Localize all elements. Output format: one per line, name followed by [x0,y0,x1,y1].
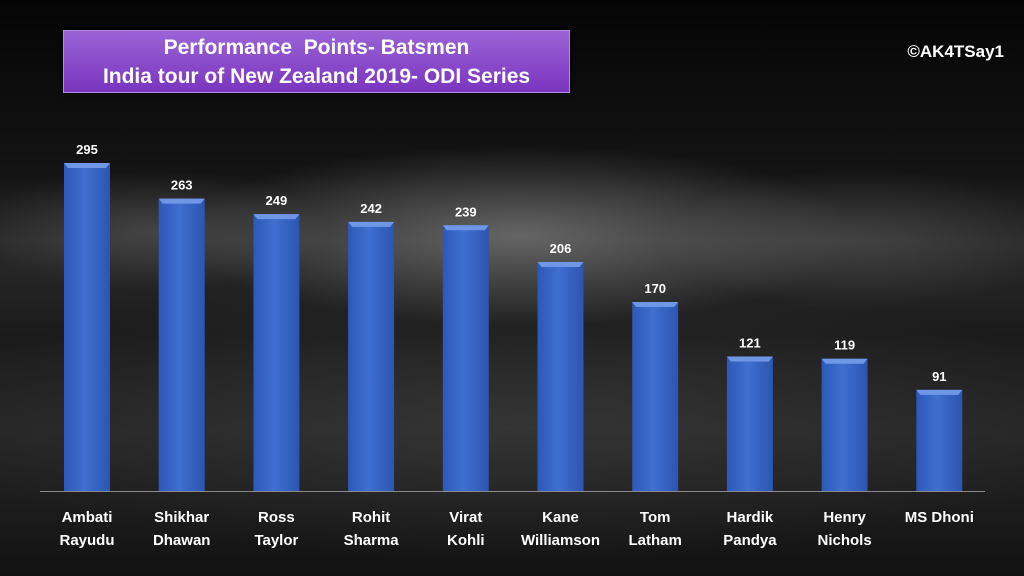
bar [64,163,110,491]
category-tick-label: Pandya [723,532,777,549]
bar [442,225,489,491]
category-tick-label: Ambati [62,509,113,526]
bar-top-bevel [916,389,963,395]
bar-value-label: 91 [932,369,946,384]
bar-top-bevel [158,198,205,204]
bar-value-label: 239 [455,204,477,219]
bar-value-label: 295 [76,142,98,157]
category-tick-label: Rayudu [59,532,114,549]
category-tick-label: Williamson [521,532,600,549]
category-tick-label: Ross [258,509,295,526]
bar-group: 263 Shikhar Dhawan [153,178,211,549]
bar-value-label: 170 [644,281,666,296]
chart-title-line-1: Performance Points- Batsmen [163,35,470,59]
bar-top-bevel [726,356,773,362]
bar [726,356,773,491]
bar-top-bevel [442,225,489,231]
bar-group: 295 Ambati Rayudu [59,142,114,549]
bar-group: 121 Hardik Pandya [723,335,777,549]
bar [158,198,205,492]
bar-value-label: 263 [171,178,193,193]
category-tick-label: Kohli [447,532,485,549]
category-tick-label: Latham [629,532,682,549]
bar-top-bevel [632,301,679,307]
category-tick-label: Henry [823,509,866,526]
category-tick-label: Nichols [818,532,872,549]
bar [632,301,679,491]
bar-top-bevel [821,358,868,364]
bar-group: 206 Kane Williamson [521,241,600,549]
category-tick-label: Rohit [352,509,390,526]
bar-group: 242 Rohit Sharma [344,201,400,549]
chart-title-box: Performance Points- Batsmen India tour o… [63,30,570,93]
bar-group: 239 Virat Kohli [442,204,489,549]
category-tick-label: Sharma [344,532,400,549]
bar-group: 119 Henry Nichols [818,338,872,549]
bar-value-label: 206 [550,241,572,256]
category-tick-label: Virat [449,509,482,526]
category-tick-label: Dhawan [153,532,211,549]
category-tick-label: Taylor [254,532,298,549]
category-tick-label: Tom [640,509,671,526]
bar [348,221,395,491]
bar-group: 91 MS Dhoni [905,369,974,526]
bar-value-label: 121 [739,335,761,350]
category-tick-label: MS Dhoni [905,509,974,526]
bar-top-bevel [537,261,584,267]
category-tick-label: Kane [542,509,579,526]
bar [537,261,584,491]
bar [916,389,963,491]
bar-top-bevel [64,163,110,168]
bar-group: 249 Ross Taylor [253,193,300,549]
bar [253,214,300,492]
credit-handle: ©AK4TSay1 [907,42,1004,61]
bar-group: 170 Tom Latham [629,281,682,549]
category-tick-label: Hardik [727,509,774,526]
bar-value-label: 242 [360,201,382,216]
bar-top-bevel [348,221,395,227]
category-tick-label: Shikhar [154,509,209,526]
bar [821,358,868,491]
chart-title-line-2: India tour of New Zealand 2019- ODI Seri… [102,64,531,88]
bar-value-label: 119 [834,338,855,353]
bar-value-label: 249 [266,193,288,208]
bar-top-bevel [253,214,300,220]
